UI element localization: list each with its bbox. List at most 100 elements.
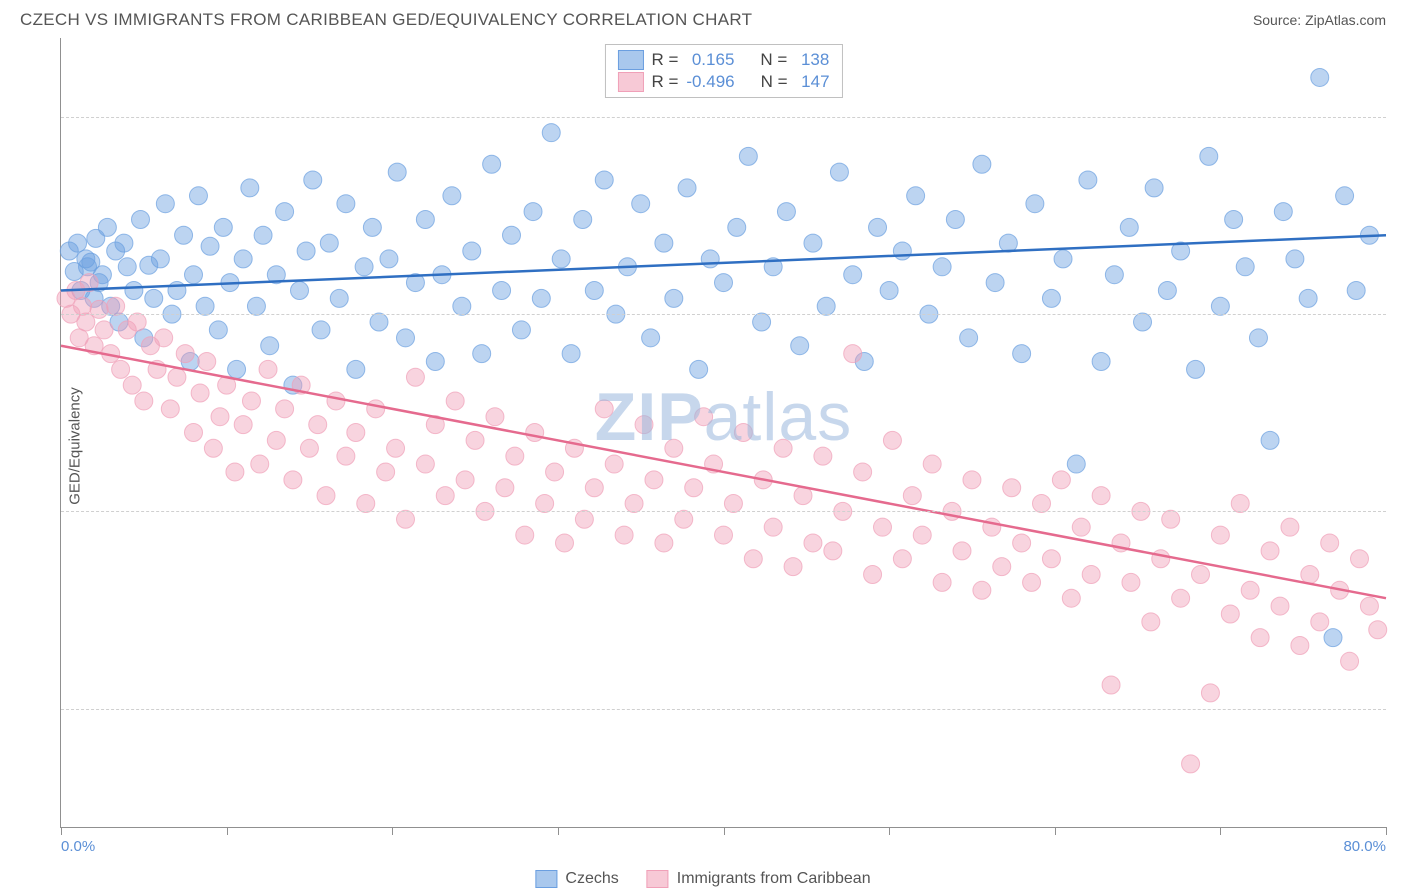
scatter-point bbox=[893, 550, 911, 568]
scatter-point bbox=[151, 250, 169, 268]
scatter-point bbox=[907, 187, 925, 205]
scatter-point bbox=[804, 534, 822, 552]
scatter-point bbox=[241, 179, 259, 197]
scatter-point bbox=[1026, 195, 1044, 213]
scatter-point bbox=[377, 463, 395, 481]
scatter-point bbox=[973, 581, 991, 599]
scatter-point bbox=[242, 392, 260, 410]
scatter-point bbox=[198, 352, 216, 370]
legend-correlation-box: R =0.165N =138R =-0.496N =147 bbox=[604, 44, 842, 98]
scatter-point bbox=[128, 313, 146, 331]
scatter-point bbox=[1162, 510, 1180, 528]
scatter-point bbox=[1369, 621, 1387, 639]
scatter-point bbox=[1102, 676, 1120, 694]
scatter-point bbox=[267, 431, 285, 449]
scatter-point bbox=[1251, 629, 1269, 647]
scatter-point bbox=[309, 416, 327, 434]
scatter-point bbox=[632, 195, 650, 213]
legend-label: Czechs bbox=[565, 870, 618, 888]
scatter-point bbox=[562, 345, 580, 363]
chart-header: CZECH VS IMMIGRANTS FROM CARIBBEAN GED/E… bbox=[0, 0, 1406, 38]
scatter-point bbox=[883, 431, 901, 449]
legend-item: Immigrants from Caribbean bbox=[647, 870, 871, 888]
scatter-point bbox=[98, 218, 116, 236]
scatter-point bbox=[695, 408, 713, 426]
scatter-point bbox=[1092, 487, 1110, 505]
scatter-point bbox=[69, 234, 87, 252]
scatter-point bbox=[312, 321, 330, 339]
scatter-point bbox=[546, 463, 564, 481]
scatter-point bbox=[869, 218, 887, 236]
legend-n-value: 147 bbox=[796, 72, 830, 92]
scatter-point bbox=[330, 289, 348, 307]
scatter-point bbox=[986, 274, 1004, 292]
scatter-point bbox=[675, 510, 693, 528]
scatter-point bbox=[880, 281, 898, 299]
scatter-point bbox=[734, 424, 752, 442]
scatter-point bbox=[259, 360, 277, 378]
scatter-point bbox=[678, 179, 696, 197]
scatter-point bbox=[1142, 613, 1160, 631]
scatter-point bbox=[764, 518, 782, 536]
scatter-point bbox=[1351, 550, 1369, 568]
legend-label: Immigrants from Caribbean bbox=[677, 870, 871, 888]
scatter-point bbox=[739, 147, 757, 165]
scatter-point bbox=[1311, 68, 1329, 86]
scatter-point bbox=[556, 534, 574, 552]
scatter-point bbox=[615, 526, 633, 544]
scatter-point bbox=[963, 471, 981, 489]
chart-source: Source: ZipAtlas.com bbox=[1253, 12, 1386, 28]
scatter-point bbox=[1158, 281, 1176, 299]
y-tick-label: 100.0% bbox=[1396, 108, 1406, 125]
scatter-point bbox=[496, 479, 514, 497]
scatter-point bbox=[214, 218, 232, 236]
scatter-point bbox=[1301, 566, 1319, 584]
scatter-point bbox=[291, 281, 309, 299]
scatter-point bbox=[844, 266, 862, 284]
scatter-point bbox=[1211, 297, 1229, 315]
scatter-point bbox=[1187, 360, 1205, 378]
scatter-point bbox=[132, 210, 150, 228]
scatter-point bbox=[1211, 526, 1229, 544]
scatter-point bbox=[337, 195, 355, 213]
scatter-point bbox=[903, 487, 921, 505]
legend-n-value: 138 bbox=[795, 50, 829, 70]
scatter-point bbox=[1067, 455, 1085, 473]
scatter-point bbox=[347, 424, 365, 442]
scatter-point bbox=[1236, 258, 1254, 276]
scatter-point bbox=[380, 250, 398, 268]
scatter-point bbox=[690, 360, 708, 378]
scatter-point bbox=[960, 329, 978, 347]
scatter-point bbox=[1082, 566, 1100, 584]
scatter-point bbox=[125, 281, 143, 299]
scatter-point bbox=[595, 400, 613, 418]
scatter-point bbox=[453, 297, 471, 315]
scatter-point bbox=[1042, 550, 1060, 568]
scatter-point bbox=[973, 155, 991, 173]
scatter-point bbox=[90, 300, 108, 318]
x-tick bbox=[724, 827, 725, 835]
scatter-point bbox=[1023, 573, 1041, 591]
scatter-point bbox=[1336, 187, 1354, 205]
scatter-point bbox=[327, 392, 345, 410]
scatter-point bbox=[443, 187, 461, 205]
scatter-point bbox=[251, 455, 269, 473]
scatter-point bbox=[844, 345, 862, 363]
scatter-point bbox=[685, 479, 703, 497]
scatter-point bbox=[1231, 495, 1249, 513]
scatter-point bbox=[1013, 534, 1031, 552]
scatter-point bbox=[486, 408, 504, 426]
scatter-point bbox=[784, 558, 802, 576]
scatter-point bbox=[426, 352, 444, 370]
scatter-point bbox=[234, 416, 252, 434]
scatter-point bbox=[824, 542, 842, 560]
scatter-point bbox=[446, 392, 464, 410]
scatter-point bbox=[320, 234, 338, 252]
scatter-point bbox=[456, 471, 474, 489]
scatter-point bbox=[625, 495, 643, 513]
scatter-point bbox=[864, 566, 882, 584]
scatter-point bbox=[176, 345, 194, 363]
scatter-point bbox=[337, 447, 355, 465]
scatter-point bbox=[228, 360, 246, 378]
gridline bbox=[61, 314, 1386, 315]
